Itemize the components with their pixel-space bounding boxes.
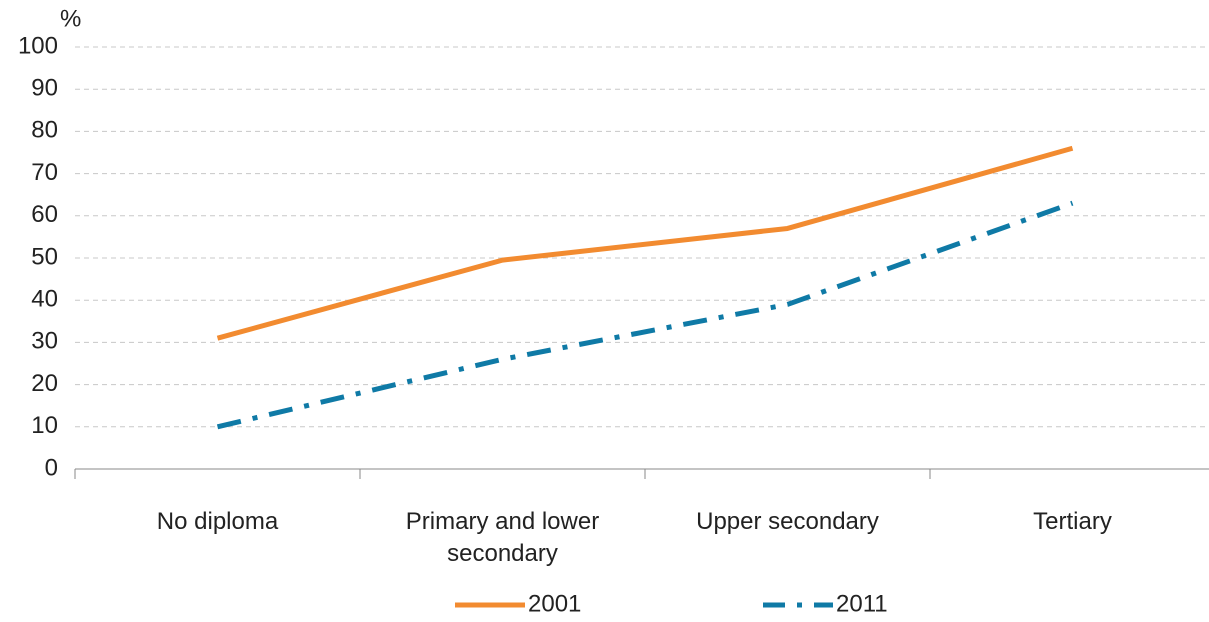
- y-tick-label: 80: [31, 117, 58, 144]
- x-tick-label: Primary and lower secondary: [405, 508, 600, 567]
- y-tick-label: 100: [18, 32, 58, 59]
- y-tick-label: 0: [45, 454, 58, 481]
- y-tick-label: 40: [31, 286, 58, 313]
- y-tick-label: 30: [31, 328, 58, 355]
- x-tick-label: Upper secondary: [696, 508, 879, 535]
- y-tick-label: 10: [31, 412, 58, 439]
- series-line: [216, 200, 1074, 430]
- legend-label: 2001: [528, 590, 581, 617]
- y-axis-label: %: [60, 5, 81, 32]
- y-tick-label: 70: [31, 159, 58, 186]
- legend-label: 2011: [836, 590, 888, 617]
- x-tick-label: No diploma: [156, 508, 279, 535]
- series-line: [216, 145, 1074, 341]
- y-tick-label: 20: [31, 370, 58, 397]
- y-tick-label: 60: [31, 201, 58, 228]
- y-tick-label: 90: [31, 75, 58, 102]
- y-tick-label: 50: [31, 243, 58, 270]
- x-tick-label: Tertiary: [1033, 508, 1112, 535]
